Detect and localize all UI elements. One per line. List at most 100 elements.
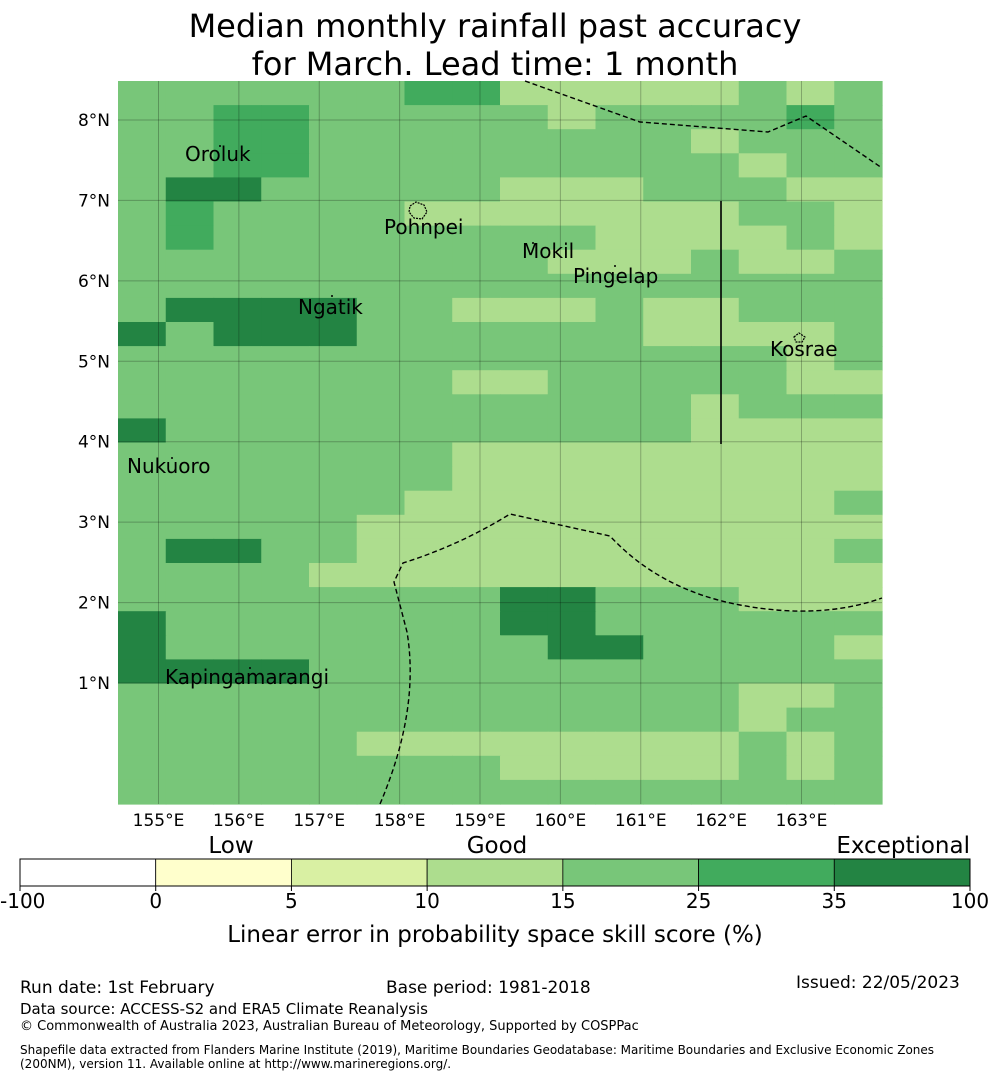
grid-cell xyxy=(643,225,692,251)
grid-cell xyxy=(404,297,453,323)
grid-cell xyxy=(738,659,788,685)
grid-cell xyxy=(595,394,644,419)
grid-cell xyxy=(309,563,358,588)
grid-cell xyxy=(691,514,740,540)
grid-cell xyxy=(309,490,358,516)
grid-cell xyxy=(404,370,453,395)
grid-cell xyxy=(452,297,501,323)
grid-cell xyxy=(834,779,883,805)
grid-cell xyxy=(595,683,644,709)
grid-cell xyxy=(261,538,310,564)
grid-cell xyxy=(738,731,788,757)
grid-cell xyxy=(691,346,740,371)
grid-cell xyxy=(595,346,644,371)
grid-cell xyxy=(356,755,406,781)
map-title-line-1: Median monthly rainfall past accuracy xyxy=(188,7,802,45)
grid-cell xyxy=(691,249,740,275)
grid-cell xyxy=(738,273,788,299)
grid-cell xyxy=(595,466,644,492)
grid-cell xyxy=(118,177,167,203)
grid-cell xyxy=(356,418,406,444)
latitude-tick-label: 1°N xyxy=(78,674,110,694)
grid-cell xyxy=(261,755,310,781)
grid-cell xyxy=(643,707,692,733)
grid-cell xyxy=(261,370,310,395)
grid-cell xyxy=(452,249,501,275)
colorbar-category-labels: Low Good Exceptional xyxy=(208,833,970,859)
grid-cell xyxy=(547,659,597,685)
colorbar-tick-label: -100 xyxy=(0,889,45,913)
grid-cell xyxy=(500,177,549,203)
grid-cell xyxy=(643,129,692,154)
place-label: Kapingamarangi xyxy=(165,665,329,689)
grid-cell xyxy=(213,659,262,685)
grid-cell xyxy=(834,273,883,299)
grid-cell xyxy=(452,514,501,540)
grid-cell xyxy=(738,683,788,709)
run-date: Run date: 1st February xyxy=(20,978,215,998)
grid-cell xyxy=(643,659,692,685)
colorbar-segment xyxy=(155,858,292,887)
grid-cell xyxy=(356,153,406,178)
grid-cell xyxy=(118,466,167,492)
grid-cell xyxy=(643,466,692,492)
grid-cell xyxy=(595,442,644,468)
grid-cell xyxy=(165,322,215,347)
grid-cell xyxy=(118,201,167,227)
grid-cell xyxy=(500,587,549,612)
grid-cell xyxy=(356,635,406,660)
grid-cell xyxy=(404,201,453,227)
grid-cell xyxy=(643,779,692,805)
grid-cell xyxy=(500,297,549,323)
grid-cell xyxy=(643,105,692,130)
grid-cell xyxy=(165,297,215,323)
grid-cell xyxy=(547,297,597,323)
grid-cell xyxy=(547,322,597,347)
grid-cell xyxy=(356,514,406,540)
grid-cell xyxy=(738,105,788,130)
issued-date: Issued: 22/05/2023 xyxy=(796,973,960,993)
grid-cell xyxy=(452,731,501,757)
grid-cell xyxy=(452,466,501,492)
grid-cell xyxy=(261,297,310,323)
grid-cell xyxy=(547,370,597,395)
grid-cell xyxy=(261,105,310,130)
colorbar-segment xyxy=(19,858,157,887)
grid-cell xyxy=(691,153,740,178)
grid-cell xyxy=(786,370,835,395)
grid-cell xyxy=(404,81,453,106)
grid-cell xyxy=(309,201,358,227)
grid-cell xyxy=(213,755,262,781)
grid-cell xyxy=(165,563,215,588)
grid-cell xyxy=(309,466,358,492)
grid-cell xyxy=(452,177,501,203)
grid-cell xyxy=(500,225,549,251)
grid-cell xyxy=(643,563,692,588)
grid-cell xyxy=(786,105,835,130)
grid-cell xyxy=(261,225,310,251)
grid-cell xyxy=(213,442,262,468)
grid-cell xyxy=(595,514,644,540)
colorbar-label: Linear error in probability space skill … xyxy=(227,922,763,948)
grid-cell xyxy=(165,225,215,251)
grid-cell xyxy=(452,370,501,395)
grid-cell xyxy=(118,81,167,106)
grid-cell xyxy=(165,153,215,178)
grid-cell xyxy=(691,755,740,781)
grid-cell xyxy=(452,779,501,805)
grid-cell xyxy=(500,370,549,395)
grid-cell xyxy=(309,129,358,154)
grid-cell xyxy=(595,225,644,251)
grid-cell xyxy=(738,201,788,227)
grid-cell xyxy=(213,322,262,347)
place-label: Nukuoro xyxy=(127,454,211,478)
colorbar-segment xyxy=(562,858,699,887)
grid-cell xyxy=(643,611,692,636)
grid-cell xyxy=(261,273,310,299)
grid-cell xyxy=(547,683,597,709)
grid-cell xyxy=(118,322,167,347)
grid-cell xyxy=(261,514,310,540)
grid-cell xyxy=(404,177,453,203)
grid-cell xyxy=(691,370,740,395)
colorbar-segment xyxy=(291,858,428,887)
